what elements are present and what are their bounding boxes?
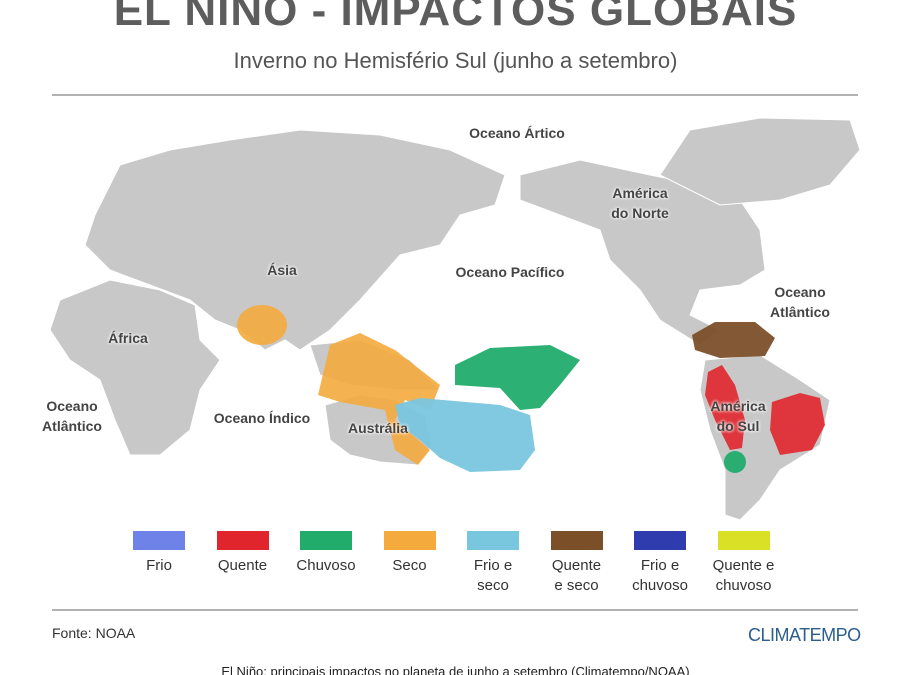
map-label: Oceano Ártico <box>469 125 565 141</box>
legend-label: Frio e chuvoso <box>632 557 688 594</box>
caption: El Niño: principais impactos no planeta … <box>221 664 690 675</box>
legend-swatch <box>216 531 269 550</box>
legend-swatch <box>717 531 770 550</box>
impact-area <box>237 305 287 345</box>
map-label: Austrália <box>348 420 408 436</box>
legend-label: Chuvoso <box>296 557 356 574</box>
legend-item: Seco <box>368 531 452 576</box>
map-label: Oceano Atlântico <box>42 398 102 434</box>
legend-label: Frio e seco <box>473 557 513 594</box>
subtitle: Inverno no Hemisfério Sul (junho a setem… <box>233 48 678 73</box>
title: EL NIÑO - IMPACTOS GLOBAIS <box>113 0 798 35</box>
legend-swatch <box>300 531 352 550</box>
map-label: África <box>108 330 148 346</box>
legend-item: Frio e seco <box>451 531 535 596</box>
legend-swatch <box>467 531 519 550</box>
map-label: Ásia <box>267 262 297 278</box>
legend-swatch <box>634 531 686 550</box>
brand: CLIMATEMPO <box>748 625 861 645</box>
impact-area <box>770 393 825 455</box>
map-label: América do Sul <box>710 398 766 434</box>
map-label: Oceano Atlântico <box>770 284 830 320</box>
impact-area <box>705 365 745 450</box>
legend-label: Quente e chuvoso <box>712 557 775 594</box>
map-label: Oceano Pacífico <box>455 264 565 280</box>
legend-label: Quente e seco <box>551 557 602 594</box>
impact-area <box>692 322 775 358</box>
source: Fonte: NOAA <box>52 625 136 641</box>
legend-item: Chuvoso <box>284 531 368 576</box>
legend-swatch <box>133 531 185 550</box>
legend-item: Frio e chuvoso <box>618 531 702 596</box>
impact-area <box>455 345 580 410</box>
legend-item: Quente e chuvoso <box>702 531 786 596</box>
legend-label: Seco <box>392 557 427 574</box>
legend-swatch <box>550 531 603 550</box>
impact-area <box>318 333 440 465</box>
legend-label: Frio <box>146 557 172 574</box>
legend-swatch <box>383 531 436 550</box>
impact-area <box>395 398 535 472</box>
map-label: América do Norte <box>611 185 669 221</box>
legend-item: Quente <box>201 531 285 576</box>
impact-areas <box>237 305 825 473</box>
map-label: Oceano Índico <box>213 410 311 426</box>
legend-item: Quente e seco <box>535 531 619 596</box>
legend-item: Frio <box>117 531 201 576</box>
impact-area <box>724 451 746 473</box>
legend-label: Quente <box>217 557 268 574</box>
